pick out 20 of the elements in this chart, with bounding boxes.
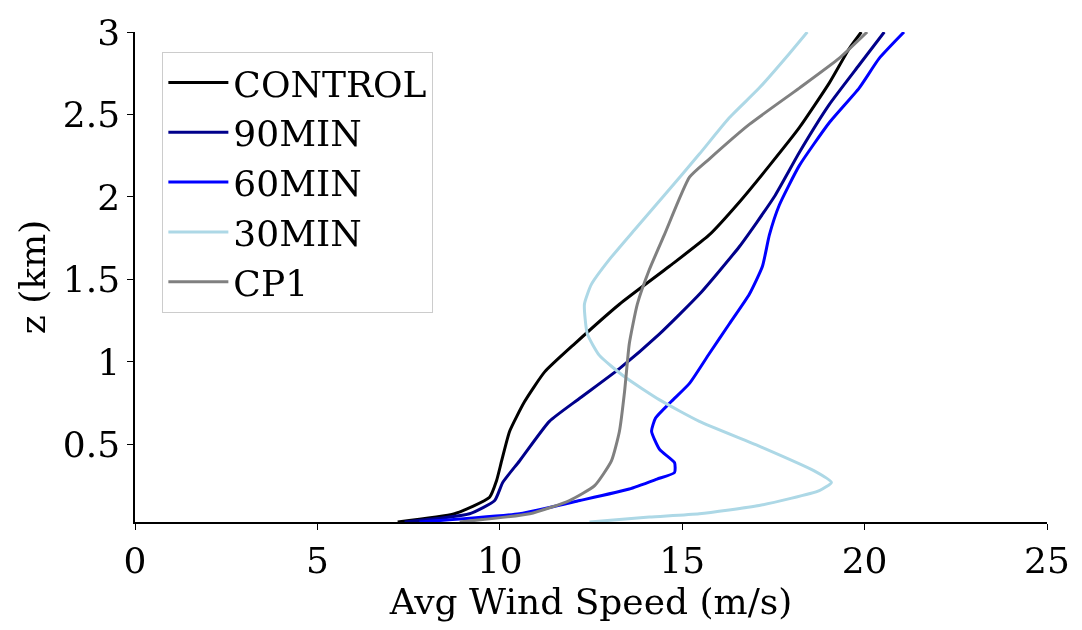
x-tick-label: 10 [476, 539, 523, 581]
y-tick-label: 2.5 [62, 94, 121, 136]
x-tick-label: 0 [123, 539, 147, 581]
legend-label: 90MIN [233, 113, 362, 155]
x-tick-label: 20 [841, 539, 888, 581]
y-axis-title: z (km) [12, 219, 54, 335]
x-axis-title: Avg Wind Speed (m/s) [388, 580, 793, 622]
y-tick-label: 1.5 [62, 259, 121, 301]
y-tick-label: 3 [97, 11, 121, 53]
line-series [582, 32, 833, 522]
y-tick-label: 0.5 [62, 424, 121, 466]
x-tick-label: 15 [659, 539, 706, 581]
legend-label: 30MIN [233, 212, 362, 254]
x-tick-label: 5 [305, 539, 329, 581]
x-tick-label: 25 [1024, 539, 1070, 581]
legend-label: CP1 [233, 262, 309, 304]
y-tick-label: 2 [97, 176, 121, 218]
y-tick-label: 1 [97, 341, 121, 383]
legend-label: CONTROL [233, 63, 427, 105]
legend-label: 60MIN [233, 163, 362, 205]
